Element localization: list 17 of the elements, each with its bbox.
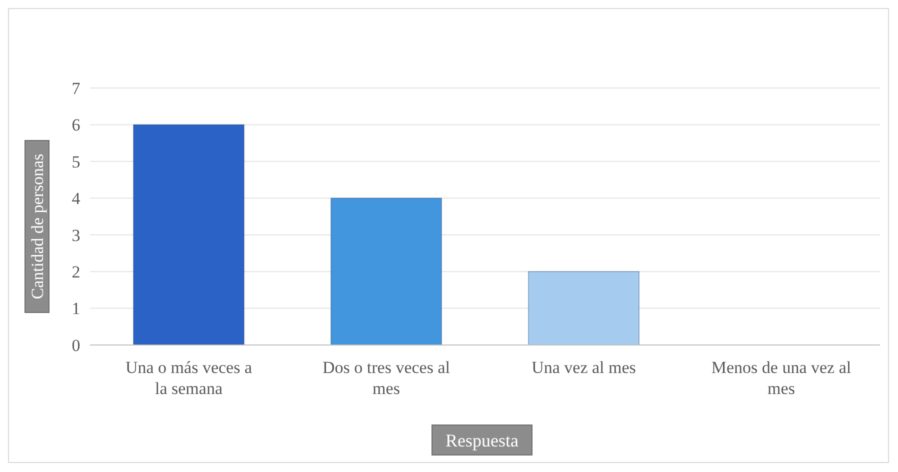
x-axis-title: Respuesta — [446, 430, 519, 450]
x-tick-label: Dos o tres veces al mes — [322, 358, 450, 398]
y-tick-label: 5 — [72, 152, 80, 172]
x-tick-label: Una vez al mes — [532, 358, 636, 377]
y-tick-label: 3 — [72, 226, 80, 245]
y-axis-title: Cantidad de personas — [28, 154, 47, 300]
y-tick-label: 7 — [72, 78, 81, 98]
y-tick-label: 0 — [72, 336, 80, 355]
bar — [330, 198, 442, 346]
y-tick-label: 2 — [72, 262, 80, 282]
y-tick-label: 6 — [72, 116, 80, 135]
y-tick-label: 4 — [72, 189, 81, 208]
x-tick-label: Menos de una vez al mes — [711, 358, 852, 398]
bar — [132, 124, 245, 346]
x-tick-label: Una o más veces a la semana — [125, 358, 252, 398]
y-tick-label: 1 — [72, 299, 80, 318]
bar — [528, 271, 640, 346]
